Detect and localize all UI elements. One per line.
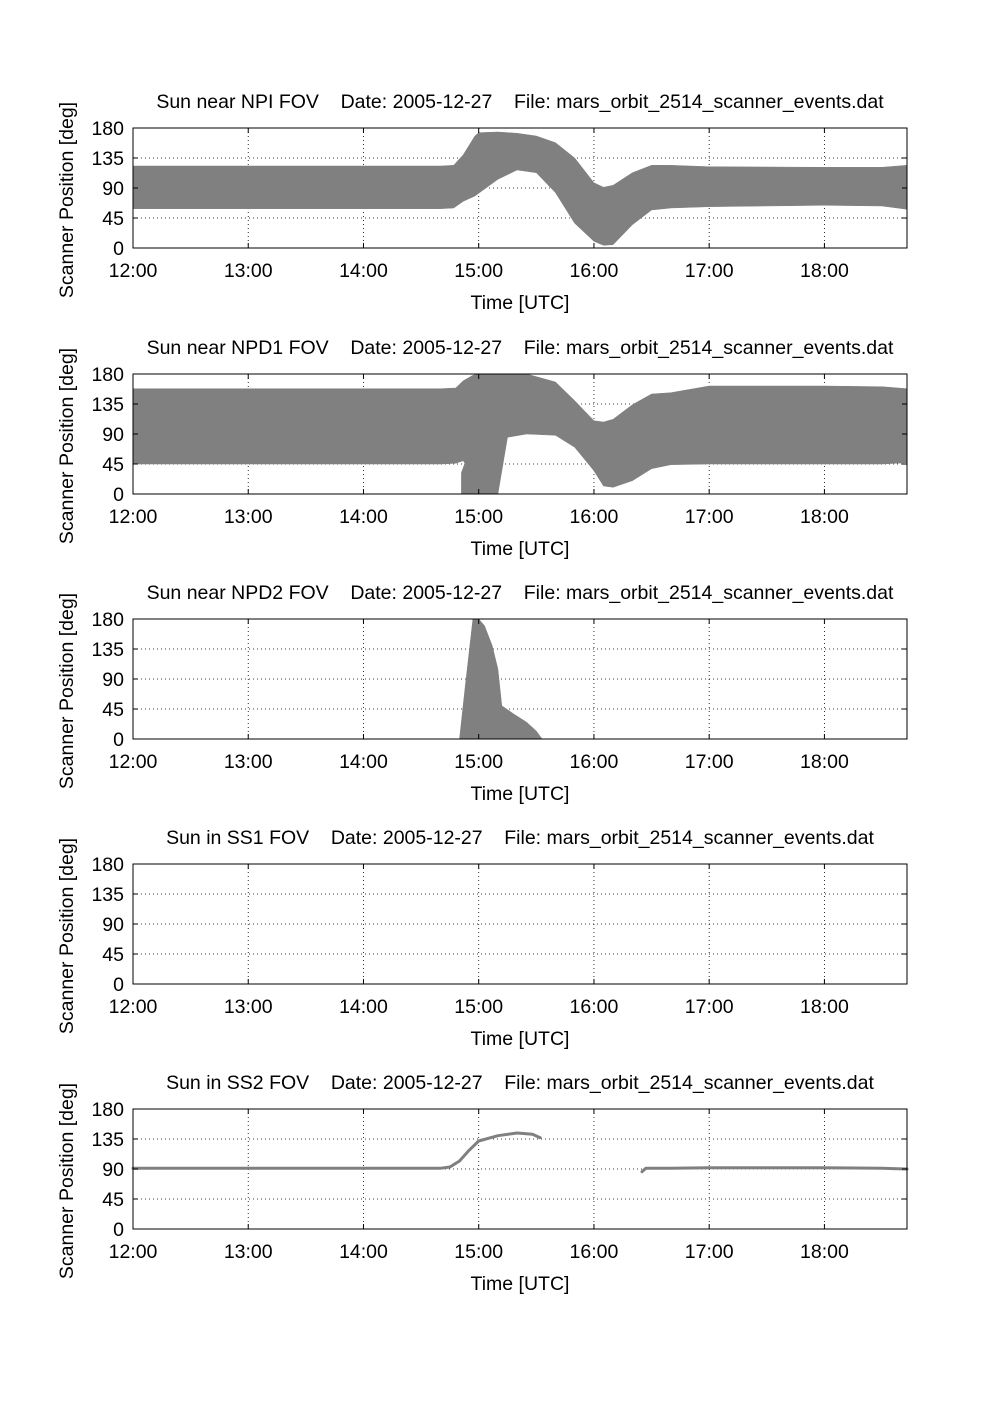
- y-axis-label: Scanner Position [deg]: [56, 593, 78, 789]
- x-tick-label: 17:00: [685, 260, 734, 282]
- x-tick-label: 16:00: [570, 260, 619, 282]
- x-tick-label: 16:00: [570, 506, 619, 528]
- x-axis-label: Time [UTC]: [471, 783, 570, 805]
- x-tick-label: 14:00: [339, 751, 388, 773]
- x-axis-label: Time [UTC]: [471, 538, 570, 560]
- y-tick-label: 90: [102, 1159, 124, 1181]
- chart-panel-1: Sun near NPI FOV Date: 2005-12-27 File: …: [56, 91, 908, 314]
- y-tick-label: 45: [102, 454, 124, 476]
- chart-panel-2: Sun near NPD1 FOV Date: 2005-12-27 File:…: [56, 337, 908, 560]
- y-tick-label: 90: [102, 914, 124, 936]
- y-tick-label: 135: [91, 148, 124, 170]
- y-tick-label: 135: [91, 639, 124, 661]
- x-tick-label: 13:00: [224, 751, 273, 773]
- x-axis-label: Time [UTC]: [471, 292, 570, 314]
- chart-title: Sun near NPI FOV Date: 2005-12-27 File: …: [156, 91, 884, 113]
- y-tick-label: 180: [91, 854, 124, 876]
- y-tick-label: 45: [102, 699, 124, 721]
- y-axis-label: Scanner Position [deg]: [56, 348, 78, 544]
- x-tick-label: 15:00: [454, 1241, 503, 1263]
- chart-title: Sun in SS2 FOV Date: 2005-12-27 File: ma…: [166, 1072, 874, 1094]
- chart-panel-3: Sun near NPD2 FOV Date: 2005-12-27 File:…: [56, 582, 908, 805]
- x-tick-label: 15:00: [454, 996, 503, 1018]
- y-tick-label: 135: [91, 1129, 124, 1151]
- x-tick-label: 17:00: [685, 996, 734, 1018]
- y-axis-label: Scanner Position [deg]: [56, 102, 78, 298]
- y-tick-label: 0: [113, 974, 124, 996]
- x-tick-label: 14:00: [339, 1241, 388, 1263]
- x-tick-label: 15:00: [454, 506, 503, 528]
- x-tick-label: 13:00: [224, 506, 273, 528]
- y-tick-label: 135: [91, 884, 124, 906]
- x-tick-label: 18:00: [800, 751, 849, 773]
- y-tick-label: 0: [113, 484, 124, 506]
- y-tick-label: 180: [91, 609, 124, 631]
- x-tick-label: 15:00: [454, 260, 503, 282]
- x-tick-label: 18:00: [800, 260, 849, 282]
- x-tick-label: 18:00: [800, 1241, 849, 1263]
- x-tick-label: 18:00: [800, 506, 849, 528]
- x-tick-label: 12:00: [109, 506, 158, 528]
- y-tick-label: 135: [91, 394, 124, 416]
- x-tick-label: 16:00: [570, 1241, 619, 1263]
- y-tick-label: 0: [113, 729, 124, 751]
- y-tick-label: 45: [102, 944, 124, 966]
- y-tick-label: 90: [102, 178, 124, 200]
- x-tick-label: 14:00: [339, 506, 388, 528]
- chart-panel-4: Sun in SS1 FOV Date: 2005-12-27 File: ma…: [56, 827, 908, 1050]
- x-axis-label: Time [UTC]: [471, 1273, 570, 1295]
- x-tick-label: 15:00: [454, 751, 503, 773]
- x-tick-label: 16:00: [570, 996, 619, 1018]
- data-line-2: [640, 1166, 909, 1174]
- x-tick-label: 13:00: [224, 996, 273, 1018]
- x-tick-label: 17:00: [685, 1241, 734, 1263]
- x-tick-label: 12:00: [109, 260, 158, 282]
- chart-title: Sun in SS1 FOV Date: 2005-12-27 File: ma…: [166, 827, 874, 849]
- y-tick-label: 0: [113, 1219, 124, 1241]
- y-axis-label: Scanner Position [deg]: [56, 838, 78, 1034]
- x-tick-label: 12:00: [109, 996, 158, 1018]
- x-axis-label: Time [UTC]: [471, 1028, 570, 1050]
- chart-title: Sun near NPD1 FOV Date: 2005-12-27 File:…: [147, 337, 894, 359]
- x-tick-label: 18:00: [800, 996, 849, 1018]
- x-tick-label: 14:00: [339, 260, 388, 282]
- x-tick-label: 12:00: [109, 751, 158, 773]
- y-tick-label: 45: [102, 208, 124, 230]
- data-line-1: [131, 1131, 542, 1170]
- x-tick-label: 14:00: [339, 996, 388, 1018]
- y-tick-label: 45: [102, 1189, 124, 1211]
- y-axis-label: Scanner Position [deg]: [56, 1083, 78, 1279]
- chart-title: Sun near NPD2 FOV Date: 2005-12-27 File:…: [147, 582, 894, 604]
- x-tick-label: 17:00: [685, 506, 734, 528]
- y-tick-label: 180: [91, 1099, 124, 1121]
- y-tick-label: 0: [113, 238, 124, 260]
- x-tick-label: 12:00: [109, 1241, 158, 1263]
- y-tick-label: 90: [102, 669, 124, 691]
- y-tick-label: 90: [102, 424, 124, 446]
- x-tick-label: 17:00: [685, 751, 734, 773]
- x-tick-label: 13:00: [224, 260, 273, 282]
- x-tick-label: 13:00: [224, 1241, 273, 1263]
- chart-panel-5: Sun in SS2 FOV Date: 2005-12-27 File: ma…: [56, 1072, 909, 1295]
- y-tick-label: 180: [91, 118, 124, 140]
- y-tick-label: 180: [91, 364, 124, 386]
- x-tick-label: 16:00: [570, 751, 619, 773]
